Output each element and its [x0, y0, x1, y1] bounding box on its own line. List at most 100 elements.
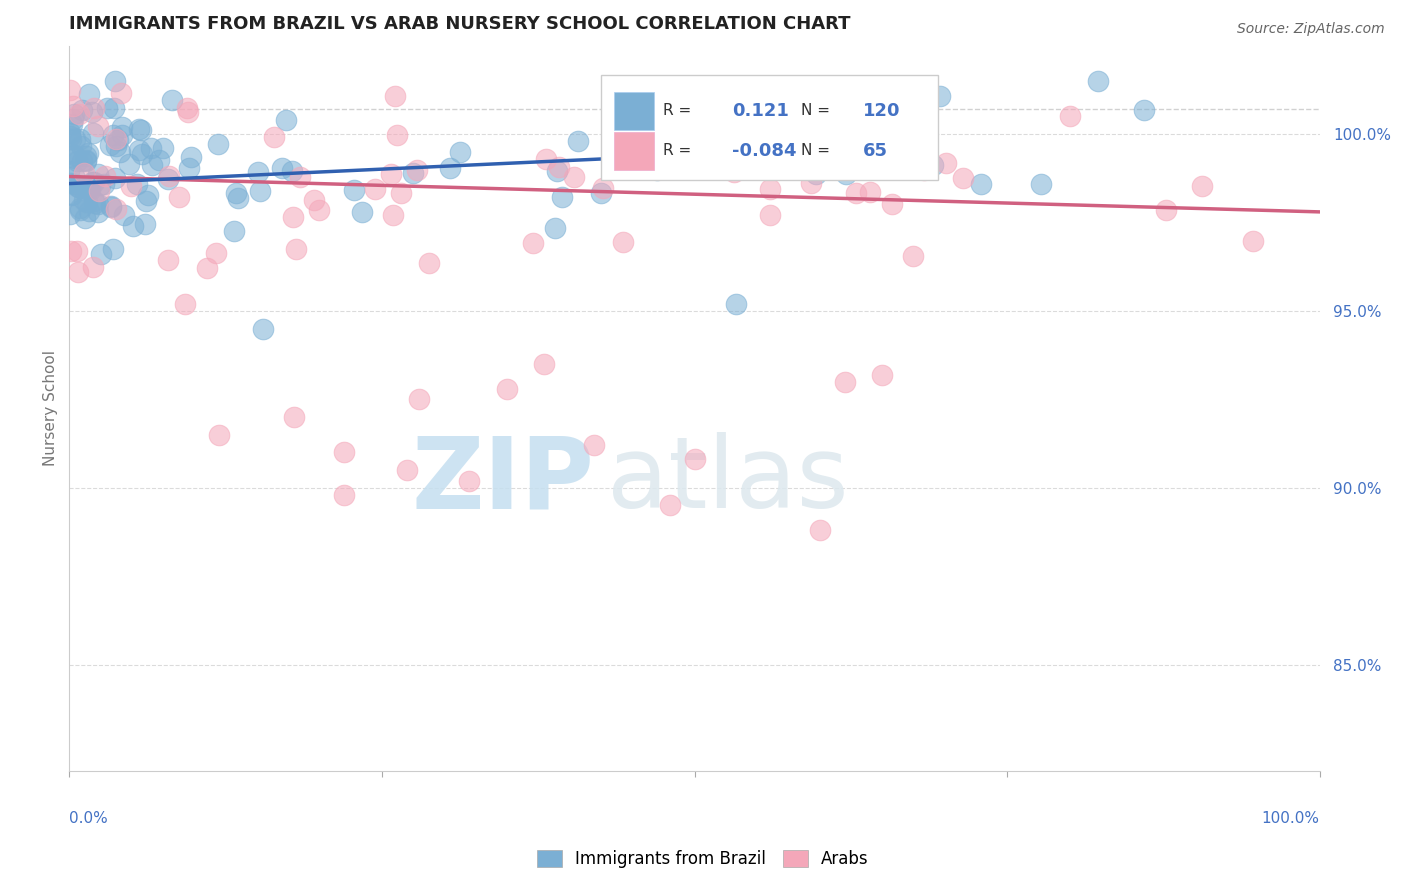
- Immigrants from Brazil: [62, 112, 84, 126]
- Arabs: [167, 189, 190, 203]
- Text: 100.0%: 100.0%: [1261, 811, 1320, 826]
- Immigrants from Brazil: [103, 243, 125, 257]
- Immigrants from Brazil: [69, 139, 91, 153]
- Arabs: [683, 452, 706, 467]
- Immigrants from Brazil: [131, 123, 153, 137]
- Immigrants from Brazil: [100, 199, 122, 213]
- Arabs: [205, 246, 228, 260]
- Immigrants from Brazil: [125, 177, 148, 191]
- Immigrants from Brazil: [891, 112, 914, 126]
- Arabs: [389, 186, 412, 200]
- Arabs: [72, 166, 94, 180]
- Immigrants from Brazil: [706, 103, 728, 117]
- Arabs: [104, 202, 127, 217]
- Immigrants from Brazil: [76, 153, 98, 168]
- Immigrants from Brazil: [718, 113, 741, 128]
- Immigrants from Brazil: [59, 129, 82, 144]
- Immigrants from Brazil: [103, 128, 125, 143]
- Arabs: [285, 242, 308, 256]
- Arabs: [302, 193, 325, 207]
- Arabs: [385, 128, 408, 142]
- FancyBboxPatch shape: [614, 132, 655, 169]
- Immigrants from Brazil: [276, 113, 298, 128]
- Immigrants from Brazil: [180, 150, 202, 164]
- Arabs: [533, 357, 555, 371]
- Arabs: [1156, 203, 1178, 218]
- Arabs: [105, 132, 128, 146]
- Immigrants from Brazil: [90, 247, 112, 261]
- Immigrants from Brazil: [59, 206, 82, 220]
- Immigrants from Brazil: [100, 200, 122, 214]
- Immigrants from Brazil: [135, 194, 157, 208]
- Immigrants from Brazil: [104, 171, 127, 186]
- Arabs: [82, 260, 104, 274]
- Immigrants from Brazil: [96, 101, 118, 115]
- Arabs: [333, 488, 356, 502]
- Arabs: [758, 182, 780, 196]
- Immigrants from Brazil: [111, 128, 134, 143]
- Immigrants from Brazil: [69, 131, 91, 145]
- Immigrants from Brazil: [63, 132, 86, 146]
- Arabs: [67, 106, 90, 120]
- Immigrants from Brazil: [136, 187, 159, 202]
- Arabs: [382, 208, 405, 222]
- Immigrants from Brazil: [970, 178, 993, 192]
- Arabs: [195, 261, 218, 276]
- Immigrants from Brazil: [59, 176, 82, 190]
- Immigrants from Brazil: [69, 203, 91, 218]
- Arabs: [759, 208, 782, 222]
- Arabs: [859, 185, 882, 199]
- Arabs: [380, 167, 402, 181]
- Text: R =: R =: [664, 103, 692, 119]
- Immigrants from Brazil: [567, 134, 589, 148]
- Arabs: [547, 161, 569, 175]
- Arabs: [912, 162, 935, 177]
- Immigrants from Brazil: [69, 201, 91, 215]
- Arabs: [308, 202, 330, 217]
- Arabs: [333, 445, 356, 459]
- Immigrants from Brazil: [82, 127, 104, 141]
- Immigrants from Brazil: [439, 161, 461, 175]
- Arabs: [952, 171, 974, 186]
- Immigrants from Brazil: [402, 166, 425, 180]
- Text: atlas: atlas: [607, 433, 849, 529]
- Immigrants from Brazil: [449, 145, 471, 159]
- Immigrants from Brazil: [118, 157, 141, 171]
- Immigrants from Brazil: [62, 107, 84, 121]
- Arabs: [562, 169, 585, 184]
- Arabs: [157, 169, 180, 184]
- Immigrants from Brazil: [1087, 74, 1109, 88]
- Immigrants from Brazil: [141, 141, 163, 155]
- Immigrants from Brazil: [911, 118, 934, 132]
- Immigrants from Brazil: [60, 117, 83, 131]
- Arabs: [845, 186, 868, 200]
- Immigrants from Brazil: [148, 153, 170, 167]
- Immigrants from Brazil: [551, 190, 574, 204]
- Immigrants from Brazil: [59, 188, 82, 202]
- Immigrants from Brazil: [128, 122, 150, 136]
- Immigrants from Brazil: [247, 164, 270, 178]
- Immigrants from Brazil: [67, 180, 90, 194]
- Text: 0.0%: 0.0%: [69, 811, 108, 826]
- Arabs: [62, 99, 84, 113]
- Arabs: [522, 235, 544, 250]
- Immigrants from Brazil: [546, 164, 568, 178]
- Arabs: [828, 145, 851, 160]
- Arabs: [536, 152, 558, 166]
- Immigrants from Brazil: [281, 164, 304, 178]
- Immigrants from Brazil: [1133, 103, 1156, 117]
- Arabs: [901, 249, 924, 263]
- Immigrants from Brazil: [226, 191, 249, 205]
- Immigrants from Brazil: [77, 181, 100, 195]
- Immigrants from Brazil: [75, 153, 97, 168]
- Immigrants from Brazil: [77, 203, 100, 218]
- Immigrants from Brazil: [73, 193, 96, 207]
- Arabs: [176, 101, 198, 115]
- Immigrants from Brazil: [544, 220, 567, 235]
- Immigrants from Brazil: [107, 133, 129, 147]
- Immigrants from Brazil: [929, 89, 952, 103]
- Immigrants from Brazil: [134, 217, 156, 231]
- Arabs: [157, 252, 180, 267]
- Arabs: [290, 169, 312, 184]
- Immigrants from Brazil: [156, 172, 179, 186]
